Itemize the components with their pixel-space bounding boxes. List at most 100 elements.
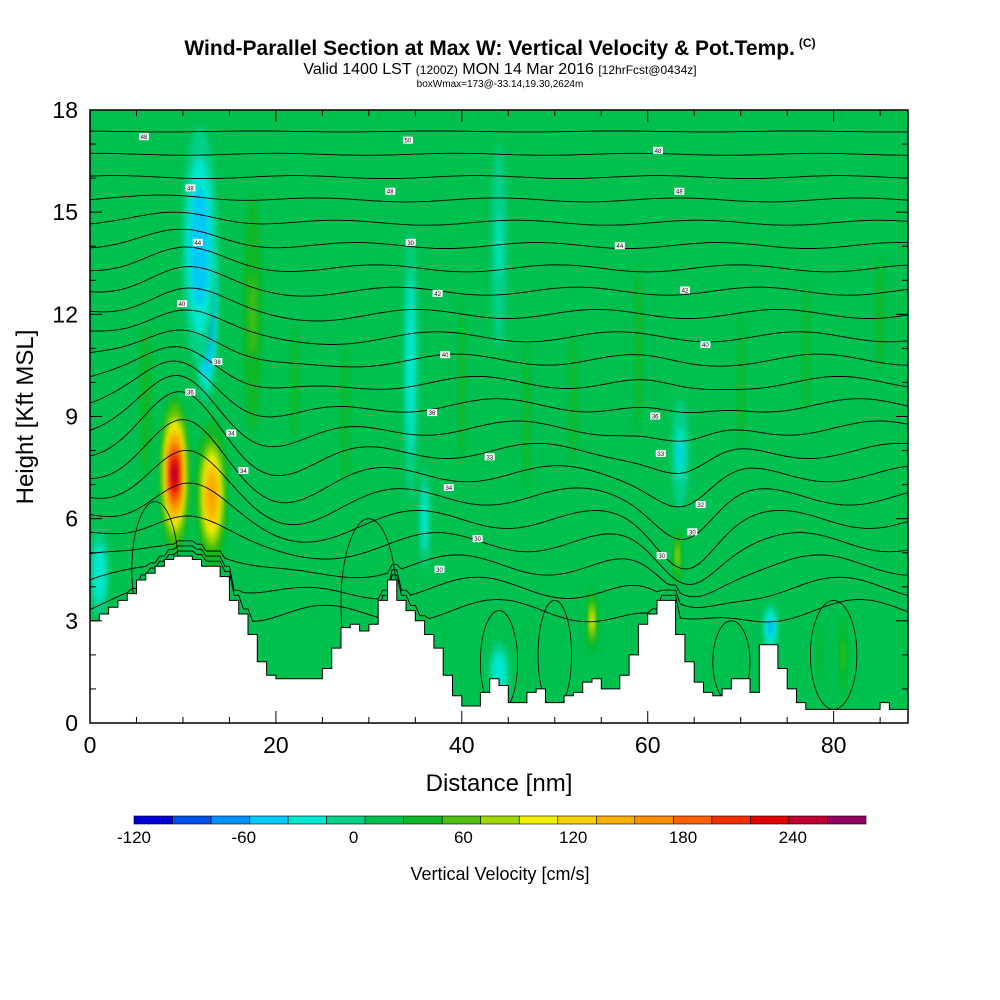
contour-label-box bbox=[440, 351, 451, 359]
w-cell-9 bbox=[404, 229, 418, 502]
colorbar-tick-label: 180 bbox=[669, 828, 697, 847]
contour-label: 40 bbox=[179, 302, 186, 308]
w-cell-20 bbox=[630, 178, 646, 519]
contour-label-box bbox=[472, 535, 483, 543]
w-cell-21 bbox=[734, 246, 748, 519]
w-cell-ring bbox=[676, 549, 679, 563]
x-tick-label: 0 bbox=[84, 732, 97, 758]
theta-contour bbox=[90, 246, 908, 273]
w-cell-ring bbox=[210, 486, 214, 504]
colorbar-tick-label: 120 bbox=[559, 828, 587, 847]
terrain bbox=[90, 555, 908, 723]
y-tick-label: 9 bbox=[65, 404, 78, 430]
contour-label-box bbox=[185, 388, 196, 396]
theta-contour bbox=[90, 175, 908, 180]
w-cell-4 bbox=[243, 195, 262, 434]
w-cell-ring bbox=[408, 320, 413, 411]
contour-label: 30 bbox=[407, 241, 414, 247]
theta-contour bbox=[90, 194, 908, 203]
theta-contour bbox=[90, 130, 908, 133]
w-cell-ring bbox=[876, 254, 884, 374]
w-cell-15 bbox=[287, 263, 302, 502]
w-cell-ring bbox=[423, 501, 427, 536]
y-tick-label: 6 bbox=[65, 506, 78, 532]
contour-label-box bbox=[650, 412, 661, 420]
contour-label-box bbox=[432, 289, 443, 297]
contour-label-box bbox=[385, 187, 396, 195]
contour-label: 48 bbox=[387, 190, 394, 196]
colorbar-swatch bbox=[711, 815, 751, 825]
theta-contour bbox=[90, 228, 908, 249]
contour-label: 48 bbox=[676, 190, 683, 196]
contour-label-box bbox=[655, 449, 666, 457]
contour-label-box bbox=[687, 528, 698, 536]
colorbar-swatch bbox=[172, 815, 212, 825]
contour-label-box bbox=[679, 286, 690, 294]
x-tick-label: 40 bbox=[449, 732, 475, 758]
box-info: boxWmax=173@-33.14,19.30,2624m bbox=[416, 79, 584, 90]
theta-contour bbox=[90, 515, 908, 585]
colorbar-title: Vertical Velocity [cm/s] bbox=[410, 864, 589, 884]
contour-label: 33 bbox=[657, 452, 664, 458]
w-cell-ring bbox=[249, 274, 256, 355]
theta-contour bbox=[90, 211, 908, 226]
contour-label: 42 bbox=[682, 288, 689, 294]
w-cell-ring bbox=[569, 331, 578, 468]
x-tick-label: 20 bbox=[263, 732, 289, 758]
x-tick-label: 60 bbox=[635, 732, 661, 758]
theta-contour bbox=[90, 419, 908, 508]
contour-label: 36 bbox=[187, 391, 194, 397]
theta-contour bbox=[90, 346, 908, 390]
colorbar-tick-label: 0 bbox=[349, 828, 358, 847]
contour-label-box bbox=[402, 136, 413, 144]
contour-label: 44 bbox=[616, 244, 623, 250]
colorbar-swatch bbox=[634, 815, 674, 825]
contour-label: 34 bbox=[445, 486, 452, 492]
colorbar-tick-label: -60 bbox=[232, 828, 257, 847]
plot-area: 48 50 48 48 48 48 44 30 44 42 42 40 40 40 38 36 36 36 34 33… bbox=[90, 110, 908, 723]
y-tick-label: 0 bbox=[65, 710, 78, 736]
theta-contour bbox=[90, 540, 908, 598]
contour-label-box bbox=[185, 184, 196, 192]
w-cell-24 bbox=[839, 614, 847, 696]
w-cell-ring bbox=[140, 322, 152, 477]
contour-label-box bbox=[238, 466, 249, 474]
contour-label-box bbox=[177, 300, 188, 308]
w-cell-ring bbox=[341, 348, 350, 485]
w-cell-17 bbox=[455, 212, 469, 553]
contour-label-box bbox=[212, 358, 223, 366]
contour-label: 42 bbox=[434, 292, 441, 298]
w-cell-10 bbox=[491, 144, 507, 349]
colorbar-tick-label: -120 bbox=[117, 828, 151, 847]
contour-label-box bbox=[226, 429, 237, 437]
w-cell-ring bbox=[841, 641, 845, 669]
colorbar-tick-label: 240 bbox=[779, 828, 807, 847]
w-cell-ring bbox=[496, 212, 502, 281]
contour-label: 34 bbox=[228, 432, 235, 438]
colorbar-swatch bbox=[673, 815, 713, 825]
contour-label-box bbox=[700, 340, 711, 348]
contour-label: 36 bbox=[429, 411, 436, 417]
contour-label-box bbox=[443, 484, 454, 492]
colorbar-swatch bbox=[788, 815, 828, 825]
contour-label-box bbox=[674, 187, 685, 195]
colorbar-swatch bbox=[441, 815, 482, 825]
y-tick-label: 3 bbox=[65, 608, 78, 634]
w-cell-1 bbox=[195, 419, 228, 570]
contour-label: 32 bbox=[697, 503, 704, 509]
vertical-velocity-cells bbox=[90, 127, 888, 703]
contour-label: 30 bbox=[689, 530, 696, 536]
colorbar-swatch bbox=[403, 815, 443, 825]
w-cell-ring bbox=[769, 622, 772, 633]
theta-contour bbox=[90, 266, 908, 297]
theta-contour bbox=[90, 287, 908, 322]
colorbar-swatch bbox=[518, 815, 559, 825]
colorbar-swatch bbox=[133, 815, 173, 825]
w-cell-8 bbox=[763, 603, 777, 652]
w-cell-ring bbox=[678, 440, 683, 468]
chart-title-text: Wind-Parallel Section at Max W: Vertical… bbox=[184, 37, 795, 60]
theta-contour bbox=[90, 482, 908, 570]
w-cell-ring bbox=[173, 468, 176, 481]
contour-labels: 48 50 48 48 48 48 44 30 44 42 42 40 40 40 38 36 36 36 34 33… bbox=[138, 133, 711, 574]
contour-label: 48 bbox=[187, 186, 194, 192]
